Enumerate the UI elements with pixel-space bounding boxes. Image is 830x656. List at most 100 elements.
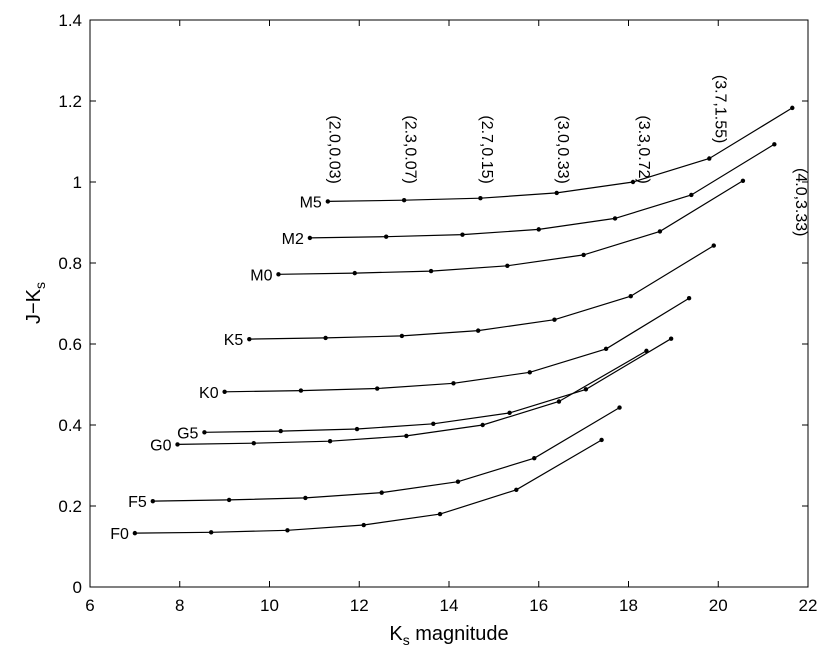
data-point [507, 410, 512, 416]
data-point [480, 422, 485, 428]
data-point [202, 430, 207, 435]
data-point [478, 196, 483, 201]
data-point [307, 235, 313, 241]
y-tick-label: 0 [73, 578, 82, 597]
annotation-label: (2.3,0.07) [402, 115, 419, 183]
data-point [401, 198, 407, 203]
data-point [527, 370, 532, 375]
series-label: K5 [224, 332, 244, 349]
data-point [226, 497, 232, 503]
series-label: M0 [250, 267, 272, 284]
data-point [375, 386, 380, 391]
data-point [303, 495, 308, 501]
data-point [208, 530, 214, 535]
data-point [505, 263, 510, 269]
data-point [251, 441, 256, 446]
annotations-group: (2.0,0.03) (2.3,0.07) (2.7,0.15) (3.0,0.33)… [325, 75, 809, 237]
y-tick-label: 0.6 [58, 335, 82, 354]
data-point [278, 428, 283, 434]
y-tick-label: 1 [73, 173, 82, 192]
x-tick-label: 12 [350, 596, 369, 615]
data-point [707, 156, 712, 161]
data-point [404, 433, 409, 439]
data-point [325, 199, 331, 204]
data-point [554, 190, 559, 196]
data-point [276, 272, 281, 277]
data-point [451, 381, 456, 386]
data-point [379, 490, 384, 495]
data-point [399, 333, 405, 339]
plot-area [89, 19, 809, 588]
y-tick-label: 0.2 [58, 497, 82, 516]
annotation-label: (3.3,0.72) [635, 115, 652, 183]
x-axis-title: Ks magnitude [389, 623, 508, 648]
axis-ticks: 6 8 10 12 14 16 18 20 22 0 0.2 0.4 0.6 0.8 1 1.2 1.4 [58, 11, 817, 615]
y-axis-title: J−Ks [23, 282, 48, 324]
series-label: G0 [150, 437, 171, 454]
y-tick-label: 1.4 [58, 11, 82, 30]
series-label: M5 [300, 194, 322, 211]
x-tick-label: 6 [85, 596, 94, 615]
data-point [581, 252, 586, 258]
annotation-label: (3.0,0.33) [554, 115, 571, 183]
data-point [617, 405, 622, 410]
data-point [514, 487, 519, 492]
x-tick-label: 20 [709, 596, 728, 615]
data-point [352, 270, 357, 276]
data-point [711, 243, 716, 248]
data-point [431, 421, 436, 426]
data-point [790, 105, 795, 111]
data-point [556, 399, 562, 404]
series-label: F0 [110, 526, 129, 543]
series-label: F5 [128, 494, 147, 511]
data-point [460, 232, 465, 237]
annotation-label: (2.7,0.15) [478, 115, 495, 183]
x-tick-label: 8 [175, 596, 184, 615]
data-point [323, 335, 328, 341]
series-label: G5 [177, 425, 198, 442]
data-point [628, 294, 633, 299]
data-point [630, 179, 636, 185]
data-point [772, 142, 777, 147]
x-tick-label: 18 [619, 596, 638, 615]
data-point [132, 530, 138, 536]
data-point [361, 522, 366, 528]
data-point [222, 389, 227, 394]
annotation-label: (4.0,3.33) [792, 168, 809, 236]
data-point [327, 439, 333, 444]
data-point [298, 388, 304, 393]
annotation-label: (3.7,1.55) [711, 75, 728, 143]
data-point [532, 456, 537, 461]
y-tick-label: 0.4 [58, 416, 82, 435]
y-tick-label: 0.8 [58, 254, 82, 273]
data-point [603, 346, 609, 352]
data-point [689, 192, 694, 198]
x-tick-label: 14 [440, 596, 459, 615]
data-point [175, 442, 180, 447]
data-point [552, 317, 557, 322]
data-point [354, 426, 360, 432]
data-point [668, 336, 674, 341]
data-point [583, 387, 589, 392]
data-point [475, 328, 481, 333]
data-point [740, 178, 746, 183]
data-point [657, 229, 663, 234]
series-label: M2 [282, 231, 304, 248]
data-point [455, 479, 461, 484]
x-tick-label: 22 [799, 596, 818, 615]
x-tick-label: 10 [260, 596, 279, 615]
data-point [437, 511, 443, 517]
data-point [247, 336, 252, 342]
data-point [599, 437, 604, 443]
y-tick-label: 1.2 [58, 92, 82, 111]
series-group: F0 F5 G0 G5 K0 K5 M0 M2 M5 [110, 105, 795, 543]
data-point [383, 234, 389, 239]
data-point [428, 268, 434, 274]
data-point [285, 528, 290, 533]
data-point [612, 216, 618, 221]
data-point [536, 227, 541, 232]
data-point [644, 348, 649, 354]
annotation-label: (2.0,0.03) [325, 115, 342, 183]
data-point [150, 498, 156, 504]
